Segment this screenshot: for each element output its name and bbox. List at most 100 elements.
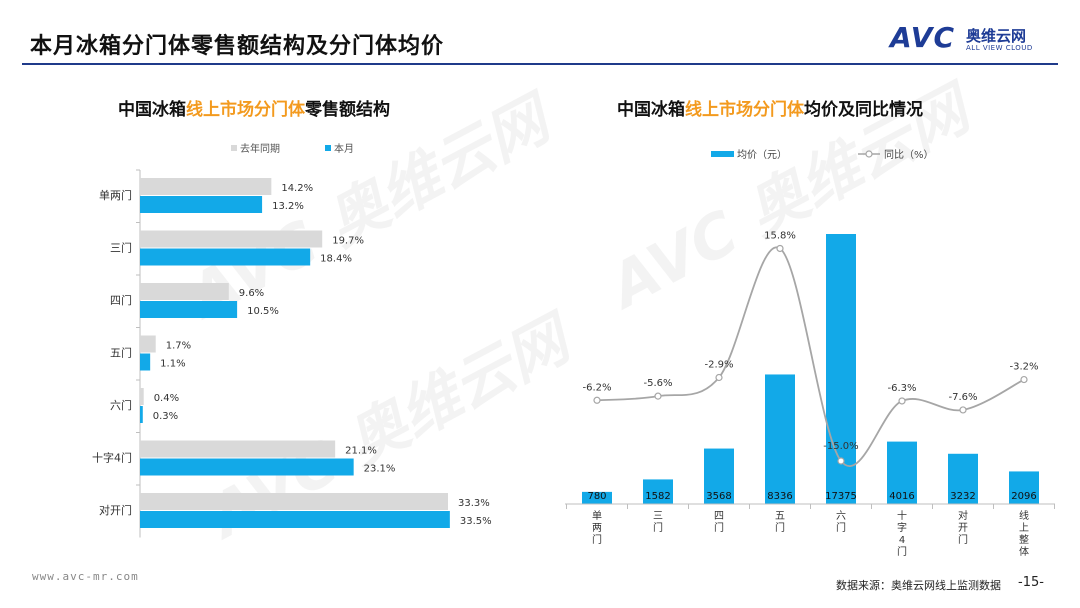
legend-marker-yoy xyxy=(865,150,873,158)
bar-current xyxy=(140,458,354,476)
bar-last-year xyxy=(140,230,323,248)
category-label: 门 xyxy=(958,533,968,546)
left-title-part-2: 线上市场分门体 xyxy=(186,100,305,120)
page-number: -15- xyxy=(1018,575,1044,590)
yoy-data-label: -15.0% xyxy=(823,441,858,452)
data-label-last-year: 19.7% xyxy=(332,236,364,247)
category-label: 五 xyxy=(775,511,785,522)
category-label: 门 xyxy=(714,521,724,534)
yoy-point xyxy=(959,406,967,414)
category-label: 五门 xyxy=(110,346,132,360)
logo-cn: 奥维云网 xyxy=(966,27,1027,45)
right-title-part-1: 中国冰箱 xyxy=(617,100,685,120)
left-title-part-1: 中国冰箱 xyxy=(118,100,186,120)
price-data-label: 1582 xyxy=(645,491,670,502)
yoy-data-label: 15.8% xyxy=(764,230,796,241)
data-label-last-year: 33.3% xyxy=(458,498,490,509)
category-label: 对开门 xyxy=(99,503,132,517)
category-label: 字 xyxy=(897,521,907,534)
legend-label-last-year: 去年同期 xyxy=(240,142,280,155)
bar-current xyxy=(140,511,450,528)
footer-source: 数据来源：奥维云网线上监测数据 xyxy=(836,579,1001,592)
yoy-point xyxy=(715,373,723,382)
legend-label-current: 本月 xyxy=(334,142,354,155)
yoy-data-label: -7.6% xyxy=(948,392,977,403)
bar-current xyxy=(140,196,263,213)
price-bar xyxy=(887,441,917,504)
data-label-current: 23.1% xyxy=(364,464,396,475)
category-label: 整 xyxy=(1019,533,1029,546)
page-title: 本月冰箱分门体零售额结构及分门体均价 xyxy=(30,34,445,59)
category-label: 门 xyxy=(836,521,846,534)
legend-label-avg-price: 均价（元） xyxy=(737,149,787,161)
bar-last-year xyxy=(140,388,144,405)
category-label: 十字4门 xyxy=(92,451,132,465)
category-label: 体 xyxy=(1019,546,1029,558)
bar-last-year xyxy=(140,440,336,458)
category-label: 四门 xyxy=(110,293,132,307)
right-combo-chart: 均价（元） 同比（%） -6.2% -5.6% -2.9% 15.8% -15.0% -6.3… xyxy=(565,149,1055,558)
legend-swatch-last-year xyxy=(231,145,237,151)
price-bar xyxy=(582,491,612,504)
category-label: 开 xyxy=(958,523,968,534)
price-bar xyxy=(765,374,795,504)
price-data-label: 3232 xyxy=(950,491,975,502)
data-label-last-year: 0.4% xyxy=(154,393,179,404)
price-bar xyxy=(704,448,734,504)
yoy-data-label: -2.9% xyxy=(704,360,733,371)
right-chart-title: 中国冰箱线上市场分门体均价及同比情况 xyxy=(617,95,923,120)
category-label: 六门 xyxy=(110,398,132,412)
yoy-point xyxy=(776,244,784,253)
data-label-last-year: 9.6% xyxy=(239,288,264,299)
right-title-part-3: 均价及同比情况 xyxy=(804,100,923,120)
left-chart-title: 中国冰箱线上市场分门体零售额结构 xyxy=(118,95,390,120)
yoy-point xyxy=(837,457,845,465)
yoy-line xyxy=(596,246,1025,467)
category-label: 六 xyxy=(836,510,846,522)
data-label-current: 10.5% xyxy=(247,306,279,317)
data-label-current: 1.1% xyxy=(160,359,185,370)
category-label: 4 xyxy=(899,535,905,546)
category-label: 线 xyxy=(1019,509,1029,522)
legend-label-yoy: 同比（%） xyxy=(884,149,934,161)
price-data-label: 2096 xyxy=(1011,491,1036,502)
yoy-point xyxy=(898,397,906,405)
footer-url: www.avc-mr.com xyxy=(32,570,139,583)
brand-logo: AVC 奥维云网 ALL VIEW CLOUD xyxy=(890,21,1060,55)
bar-last-year xyxy=(140,283,229,300)
bar-current xyxy=(140,353,151,371)
legend-swatch-current xyxy=(325,145,331,151)
category-label: 门 xyxy=(653,521,663,534)
logo-latin: AVC xyxy=(890,21,955,54)
category-label: 三 xyxy=(653,511,663,522)
category-label: 单 xyxy=(592,510,602,522)
data-label-last-year: 21.1% xyxy=(345,446,377,457)
bar-last-year xyxy=(140,178,272,195)
legend-swatch-avg-price xyxy=(711,151,734,157)
price-bar xyxy=(1009,471,1039,504)
yoy-data-label: -6.2% xyxy=(582,382,611,393)
category-label: 门 xyxy=(592,533,602,546)
price-bar xyxy=(948,453,978,504)
bar-last-year xyxy=(140,335,156,353)
price-data-label: 17375 xyxy=(825,491,857,502)
price-data-label: 4016 xyxy=(889,491,914,502)
bar-current xyxy=(140,301,238,318)
yoy-data-label: -6.3% xyxy=(887,383,916,394)
data-label-last-year: 14.2% xyxy=(281,183,313,194)
category-label: 四 xyxy=(714,511,724,522)
price-data-label: 8336 xyxy=(767,491,792,502)
category-label: 三门 xyxy=(110,241,132,255)
category-label: 单两门 xyxy=(99,188,132,202)
bar-last-year xyxy=(140,493,448,510)
category-label: 上 xyxy=(1019,522,1029,534)
yoy-data-label: -3.2% xyxy=(1009,362,1038,373)
yoy-point xyxy=(593,396,601,404)
title-divider xyxy=(22,63,1058,65)
left-title-part-3: 零售额结构 xyxy=(305,100,390,120)
data-label-current: 33.5% xyxy=(460,516,492,527)
data-label-last-year: 1.7% xyxy=(166,341,191,352)
logo-en: ALL VIEW CLOUD xyxy=(966,44,1033,52)
